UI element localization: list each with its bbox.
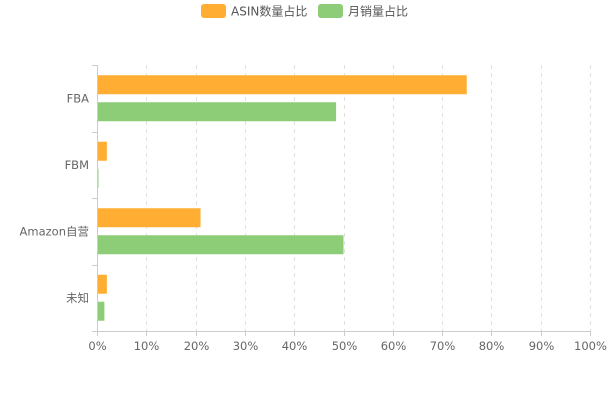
bar-Amazon自营-ASIN数量占比[interactable] [97, 208, 201, 228]
legend-label-1[interactable]: 月销量占比 [348, 4, 408, 19]
y-tick-label: FBA [67, 91, 90, 105]
x-tick-label: 90% [529, 339, 555, 353]
bar-Amazon自营-月销量占比[interactable] [97, 235, 344, 255]
bar-未知-月销量占比[interactable] [97, 301, 105, 321]
x-tick-label: 40% [282, 339, 308, 353]
bar-未知-ASIN数量占比[interactable] [97, 274, 107, 294]
y-tick-label: Amazon自营 [20, 224, 89, 238]
x-tick-label: 50% [332, 339, 358, 353]
x-tick-label: 10% [134, 339, 160, 353]
x-tick-label: 60% [381, 339, 407, 353]
x-tick-label: 100% [574, 339, 607, 353]
bar-FBA-月销量占比[interactable] [97, 102, 337, 122]
bar-FBM-ASIN数量占比[interactable] [97, 141, 107, 161]
x-tick-label: 80% [479, 339, 505, 353]
bar-FBA-ASIN数量占比[interactable] [97, 75, 467, 95]
x-tick-label: 30% [233, 339, 259, 353]
x-tick-label: 20% [184, 339, 210, 353]
y-tick-label: 未知 [66, 291, 89, 305]
x-tick-label: 0% [88, 339, 106, 353]
legend: ASIN数量占比 月销量占比 [201, 4, 408, 19]
legend-label-0[interactable]: ASIN数量占比 [231, 4, 307, 19]
x-tick-label: 70% [430, 339, 456, 353]
legend-swatch-1[interactable] [318, 4, 343, 18]
y-tick-label: FBM [65, 158, 89, 172]
bars [97, 75, 467, 321]
legend-swatch-0[interactable] [201, 4, 226, 18]
